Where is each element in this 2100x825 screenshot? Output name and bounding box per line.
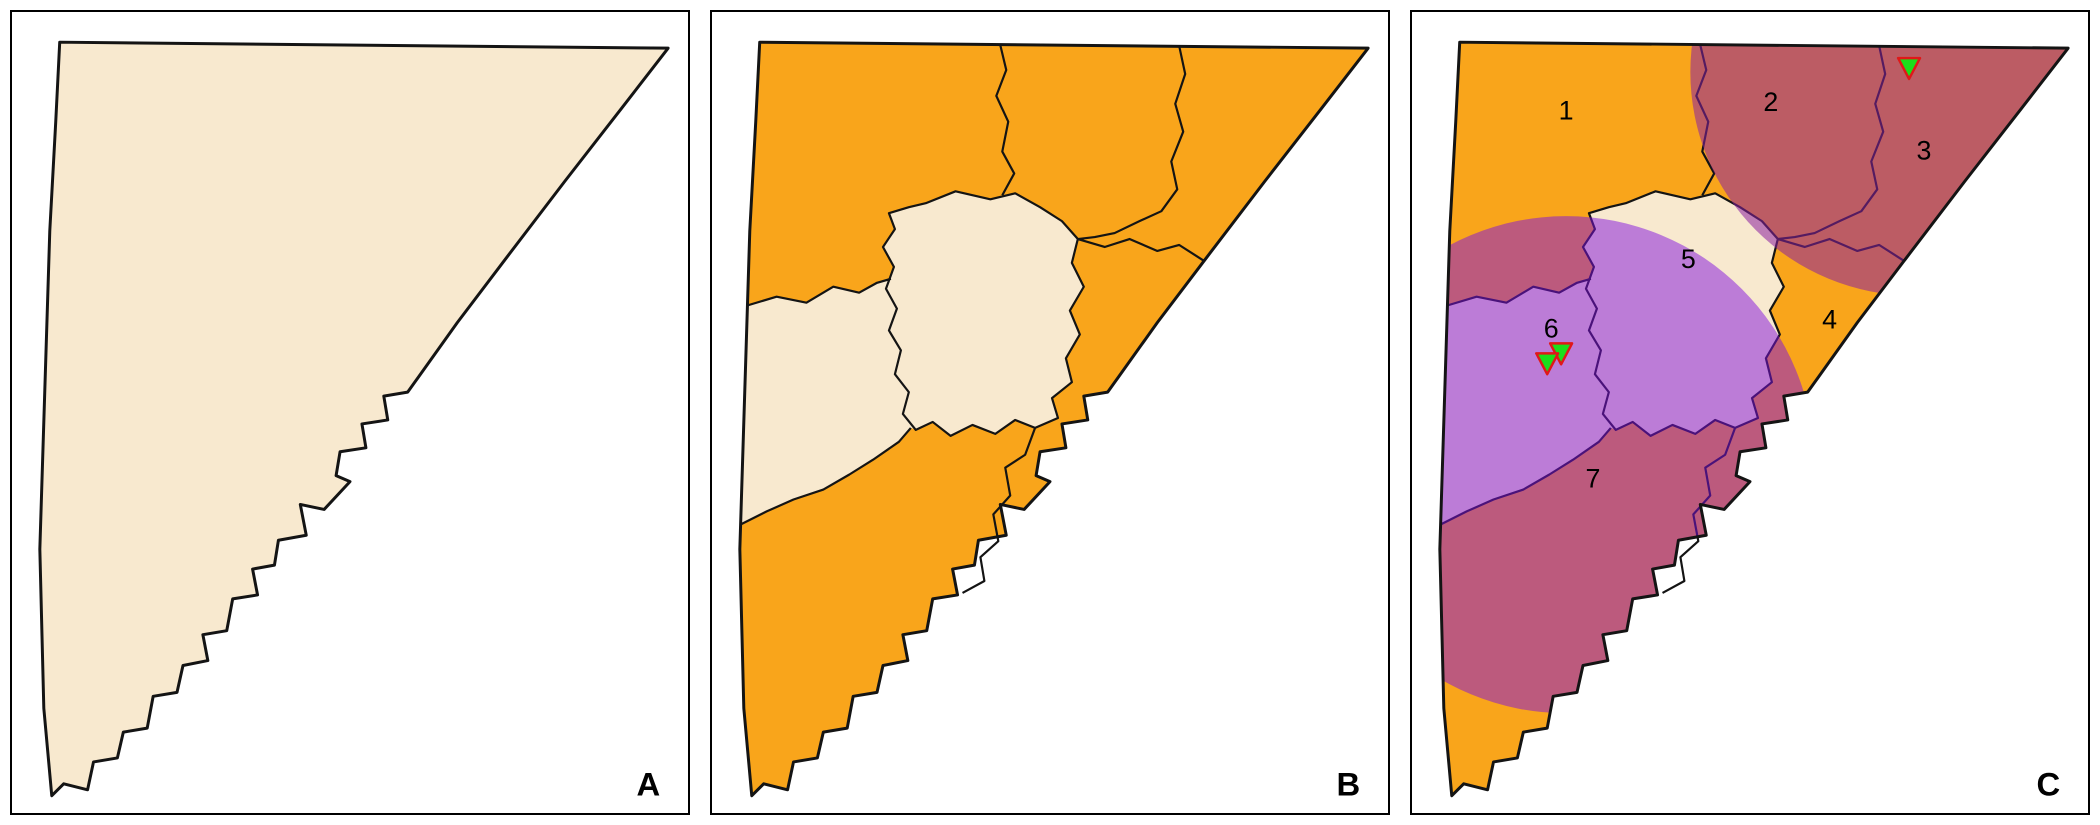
district-2-label: 2 xyxy=(1763,87,1778,117)
panel-a-letter: A xyxy=(636,766,660,803)
district-6-label: 6 xyxy=(1544,313,1559,343)
panel-a: A xyxy=(10,10,690,815)
panel-b-letter: B xyxy=(1336,766,1360,803)
panel-a-map: A xyxy=(38,40,670,803)
panel-c: 1 2 3 4 5 6 7 C xyxy=(1410,10,2090,815)
district-7-label: 7 xyxy=(1585,464,1600,494)
district-3-label: 3 xyxy=(1917,135,1932,165)
panel-c-map: 1 2 3 4 5 6 7 C xyxy=(1438,40,2070,803)
panel-b: B xyxy=(710,10,1390,815)
district-5-label: 5 xyxy=(1681,244,1696,274)
panel-b-map: B xyxy=(738,40,1370,803)
district-4-label: 4 xyxy=(1822,304,1837,334)
panel-c-letter: C xyxy=(2036,766,2060,803)
county-outline-shape xyxy=(38,40,670,798)
district-1-label: 1 xyxy=(1559,96,1574,126)
